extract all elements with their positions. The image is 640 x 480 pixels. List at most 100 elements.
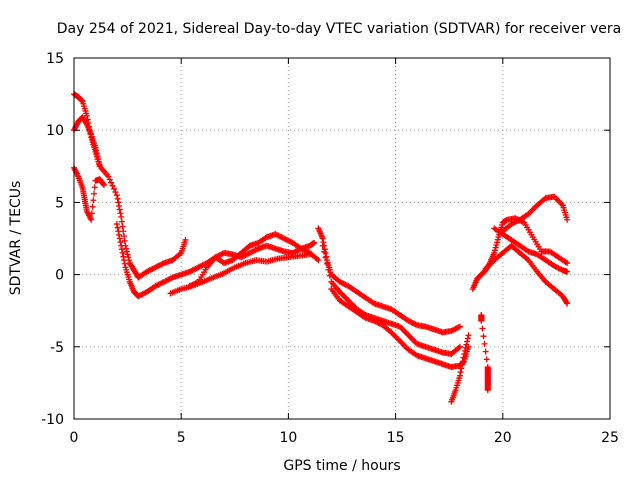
series-track-6 xyxy=(186,231,322,290)
data-point xyxy=(411,338,418,345)
data-point xyxy=(394,335,401,342)
data-point xyxy=(325,266,332,273)
data-point xyxy=(315,257,322,264)
data-point xyxy=(484,387,491,394)
data-point xyxy=(120,228,127,235)
data-point xyxy=(116,235,123,242)
data-point xyxy=(319,235,326,242)
data-point xyxy=(323,253,330,260)
data-points xyxy=(71,91,571,405)
data-point xyxy=(556,199,563,206)
y-axis-ticks: -10 -5 0 5 10 15 xyxy=(41,51,610,428)
data-point xyxy=(123,245,130,252)
data-point xyxy=(322,254,329,261)
data-point xyxy=(321,248,328,255)
data-point xyxy=(108,179,115,186)
series-track-14 xyxy=(499,193,571,235)
data-point xyxy=(459,361,466,368)
data-point xyxy=(528,208,535,215)
data-point xyxy=(89,203,96,210)
series-track-2 xyxy=(71,114,103,168)
data-point xyxy=(90,197,97,204)
data-point xyxy=(342,294,349,301)
data-point xyxy=(116,206,123,213)
data-point xyxy=(114,195,121,202)
series-track-10 xyxy=(448,332,472,405)
data-point xyxy=(114,224,121,231)
data-point xyxy=(555,197,562,204)
data-point xyxy=(481,340,488,347)
data-point xyxy=(93,150,100,157)
data-point xyxy=(482,348,489,355)
data-point xyxy=(402,329,409,336)
data-point xyxy=(91,190,98,197)
y-tick-label: 15 xyxy=(46,51,64,67)
data-point xyxy=(396,338,403,345)
y-axis-label: SDTVAR / TECUs xyxy=(8,181,24,296)
y-tick: -5 xyxy=(50,340,610,356)
x-axis-label: GPS time / hours xyxy=(283,458,400,474)
data-point xyxy=(459,358,466,365)
data-point xyxy=(531,205,538,212)
y-tick-label: 0 xyxy=(55,268,64,284)
data-point xyxy=(458,365,465,372)
data-point xyxy=(461,347,468,354)
x-axis-ticks: 0 5 10 15 20 25 xyxy=(70,58,619,446)
grid-lines xyxy=(74,58,610,419)
x-tick-label: 10 xyxy=(279,430,297,446)
data-point xyxy=(551,193,558,200)
y-tick: 5 xyxy=(55,195,610,211)
series-track-12 xyxy=(491,225,571,275)
data-point xyxy=(405,332,412,339)
y-tick-label: 10 xyxy=(46,123,64,139)
data-point xyxy=(116,231,123,238)
data-point xyxy=(326,272,333,279)
data-point xyxy=(112,189,119,196)
data-point xyxy=(118,213,125,220)
x-tick: 25 xyxy=(601,58,619,446)
data-point xyxy=(398,339,405,346)
data-point xyxy=(117,210,124,217)
y-tick: -10 xyxy=(41,412,610,428)
x-tick: 15 xyxy=(387,58,405,446)
data-point xyxy=(408,335,415,342)
data-point xyxy=(456,372,463,379)
data-point xyxy=(118,246,125,253)
x-tick: 10 xyxy=(279,58,297,446)
data-point xyxy=(461,351,468,358)
x-tick-label: 5 xyxy=(177,430,186,446)
data-point xyxy=(119,249,126,256)
data-point xyxy=(465,332,472,339)
data-point xyxy=(94,153,101,160)
data-point xyxy=(118,242,125,249)
y-tick: 10 xyxy=(46,123,610,139)
y-tick: 0 xyxy=(55,268,610,284)
series-track-15 xyxy=(478,312,491,394)
data-point xyxy=(126,257,133,264)
data-point xyxy=(121,233,128,240)
series-track-1 xyxy=(71,91,189,281)
series-track-4 xyxy=(113,221,318,300)
data-point xyxy=(115,199,122,206)
data-point xyxy=(96,158,103,165)
data-point xyxy=(123,248,130,255)
data-point xyxy=(462,344,469,351)
data-point xyxy=(464,338,471,345)
series-track-13 xyxy=(482,242,571,307)
data-point xyxy=(115,228,122,235)
series-track-7 xyxy=(315,225,463,336)
chart-title: Day 254 of 2021, Sidereal Day-to-day VTE… xyxy=(57,21,621,37)
series-track-8 xyxy=(319,242,463,358)
data-point xyxy=(409,336,416,343)
data-point xyxy=(118,218,125,225)
data-point xyxy=(564,300,571,307)
data-point xyxy=(344,296,351,303)
data-point xyxy=(341,293,348,300)
data-point xyxy=(117,239,124,246)
data-point xyxy=(319,242,326,249)
data-point xyxy=(96,161,103,168)
data-point xyxy=(120,253,127,260)
x-tick-label: 15 xyxy=(387,430,405,446)
data-point xyxy=(323,260,330,267)
